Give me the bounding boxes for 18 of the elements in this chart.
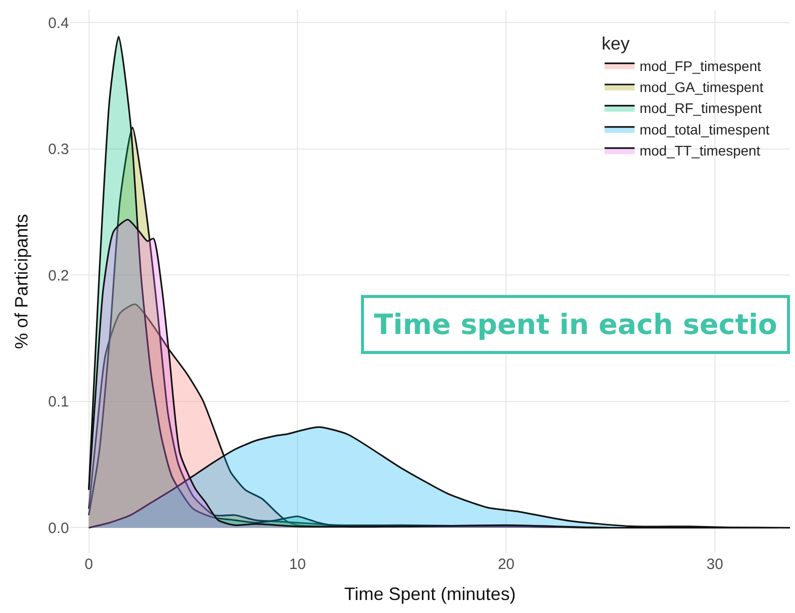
y-tick-label: 0.3: [48, 141, 69, 158]
x-tick-label: 0: [84, 556, 93, 573]
legend-label: mod_TT_timespent: [640, 142, 760, 159]
y-tick-label: 0.4: [48, 14, 69, 32]
annotation: Time spent in each sectio: [374, 308, 778, 341]
y-axis-title: % of Participants: [11, 214, 32, 350]
x-tick-label: 30: [706, 556, 724, 573]
y-tick-label: 0.1: [48, 394, 69, 411]
x-tick-label: 10: [289, 556, 306, 573]
x-axis-title: Time Spent (minutes): [344, 584, 516, 604]
y-tick-label: 0.2: [48, 267, 69, 284]
legend-title: key: [602, 34, 630, 54]
legend-label: mod_FP_timespent: [640, 58, 762, 74]
legend-label: mod_GA_timespent: [640, 78, 764, 95]
y-tick-label: 0.0: [48, 520, 69, 537]
legend-label: mod_RF_timespent: [640, 100, 762, 116]
legend-label: mod_total_timespent: [640, 121, 770, 138]
x-tick-label: 20: [498, 556, 515, 573]
